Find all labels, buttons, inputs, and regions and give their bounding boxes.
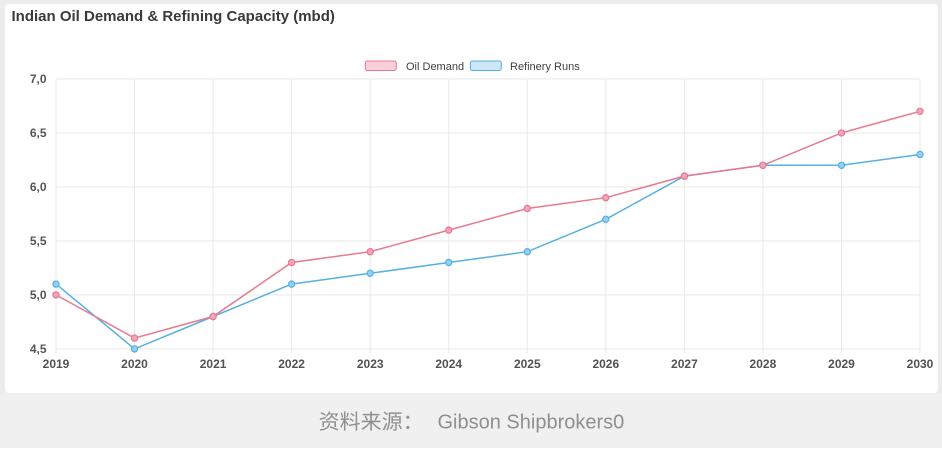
svg-text:2029: 2029	[828, 357, 855, 371]
svg-text:2024: 2024	[435, 357, 462, 371]
svg-text:2026: 2026	[592, 357, 619, 371]
svg-text:2027: 2027	[671, 357, 698, 371]
svg-text:Refinery Runs: Refinery Runs	[510, 61, 580, 73]
svg-text:Gibson Shipbrokers0: Gibson Shipbrokers0	[438, 412, 625, 434]
svg-text:2025: 2025	[514, 357, 541, 371]
svg-text:Oil Demand: Oil Demand	[406, 61, 464, 73]
svg-text:2023: 2023	[357, 357, 384, 371]
svg-text:2019: 2019	[43, 357, 70, 371]
svg-text:Indian Oil Demand & Refining C: Indian Oil Demand & Refining Capacity (m…	[12, 8, 335, 25]
svg-text:2022: 2022	[278, 357, 305, 371]
svg-text:2021: 2021	[200, 357, 227, 371]
svg-text:2020: 2020	[121, 357, 148, 371]
svg-text:2028: 2028	[750, 357, 777, 371]
svg-text:6,5: 6,5	[30, 126, 47, 140]
svg-text:2030: 2030	[907, 357, 934, 371]
svg-text:4,5: 4,5	[30, 342, 47, 356]
svg-text:7,0: 7,0	[30, 72, 47, 86]
svg-text:5,0: 5,0	[30, 288, 47, 302]
svg-text:5,5: 5,5	[30, 234, 47, 248]
svg-text:6,0: 6,0	[30, 180, 47, 194]
